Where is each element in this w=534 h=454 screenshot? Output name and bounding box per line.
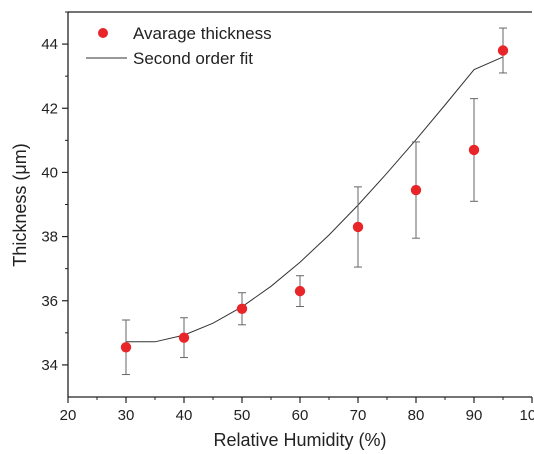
legend: Avarage thickness Second order fit xyxy=(86,24,272,68)
x-tick-label: 60 xyxy=(292,407,309,424)
fit-line-group xyxy=(126,56,504,343)
y-tick-label: 44 xyxy=(41,36,58,53)
y-axis-label: Thickness (μm) xyxy=(10,143,30,266)
x-tick-label: 40 xyxy=(176,407,193,424)
data-point xyxy=(410,184,422,196)
legend-marker-points xyxy=(98,28,108,38)
legend-label-points: Avarage thickness xyxy=(133,24,272,43)
x-tick-label: 70 xyxy=(350,407,367,424)
x-tick-label: 90 xyxy=(466,407,483,424)
x-tick-label: 80 xyxy=(408,407,425,424)
x-tick-label: 50 xyxy=(234,407,251,424)
fit-line xyxy=(126,56,504,343)
data-point xyxy=(468,144,480,156)
y-tick-label: 36 xyxy=(41,293,58,310)
x-tick-label: 20 xyxy=(60,407,77,424)
y-tick-label: 38 xyxy=(41,229,58,246)
data-point xyxy=(120,342,132,353)
legend-label-line: Second order fit xyxy=(133,49,253,68)
x-tick-label: 30 xyxy=(118,407,135,424)
plot-frame xyxy=(67,11,532,398)
y-axis-ticks: 34 36 38 40 42 44 xyxy=(41,11,68,374)
x-axis-ticks: 20 30 40 50 60 70 80 90 100 xyxy=(60,397,534,424)
y-tick-label: 42 xyxy=(41,100,58,117)
y-tick-label: 40 xyxy=(41,164,58,181)
data-points xyxy=(120,45,509,353)
data-point xyxy=(294,285,306,297)
x-tick-label: 100 xyxy=(519,407,534,424)
data-point xyxy=(352,221,364,233)
data-point xyxy=(236,303,248,314)
x-axis-label: Relative Humidity (%) xyxy=(213,430,386,450)
data-point xyxy=(178,332,190,343)
data-point xyxy=(497,45,509,56)
y-tick-label: 34 xyxy=(41,357,58,374)
error-bars xyxy=(122,27,507,376)
